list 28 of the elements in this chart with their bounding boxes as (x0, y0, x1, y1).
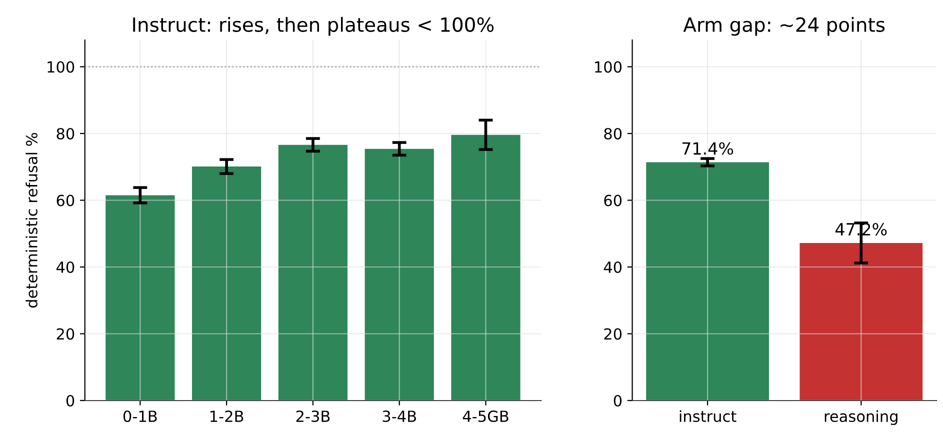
x-tick-label: 3-4B (382, 410, 416, 422)
y-tick-label: 40 (604, 261, 622, 274)
y-tick-label: 40 (56, 261, 74, 274)
x-tick-label: instruct (680, 410, 736, 422)
y-tick-label: 100 (595, 61, 622, 73)
y-tick-label: 60 (56, 194, 74, 206)
y-tick-label: 100 (48, 61, 74, 73)
bar (451, 134, 520, 400)
x-tick-label: 1-2B (210, 410, 244, 422)
chart-title: Instruct: rises, then plateaus < 100% (133, 16, 494, 36)
bar (106, 195, 175, 400)
data-label: 71.4% (682, 142, 734, 155)
x-tick-label: 0-1B (123, 410, 157, 422)
x-tick-label: 4-5GB (462, 410, 508, 422)
y-tick-label: 20 (56, 328, 74, 340)
bar (192, 166, 262, 400)
bar (364, 148, 434, 400)
y-tick-label: 0 (614, 394, 622, 407)
y-tick-label: 80 (56, 128, 74, 140)
y-tick-label: 20 (604, 328, 622, 340)
y-tick-label: 0 (66, 394, 74, 407)
y-axis-title: deterministic refusal % (26, 132, 38, 308)
y-tick-label: 60 (604, 194, 622, 206)
y-tick-label: 80 (604, 128, 622, 140)
x-tick-label: 2-3B (296, 410, 330, 422)
chart-title: Arm gap: ~24 points (683, 16, 885, 36)
bar (278, 144, 348, 400)
x-tick-label: reasoning (824, 410, 898, 426)
